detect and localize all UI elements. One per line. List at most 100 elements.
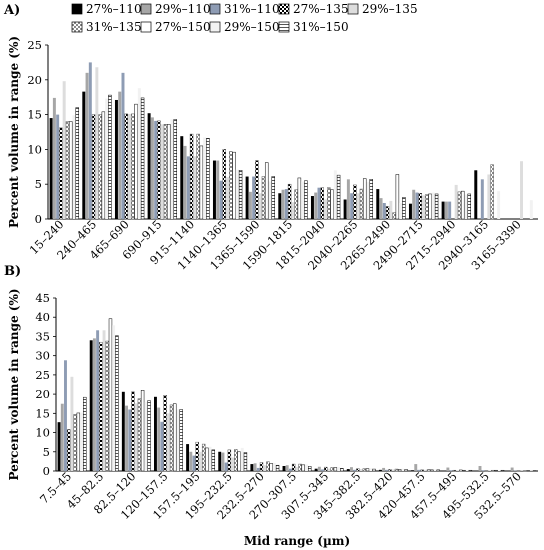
bar <box>196 133 200 220</box>
y-tick-label: 30 <box>35 349 50 363</box>
bar <box>444 201 448 219</box>
legend-item: 29%–110 <box>140 2 211 16</box>
bar <box>166 124 171 220</box>
bar <box>327 187 331 220</box>
bar <box>285 465 289 471</box>
y-tick-label: 10 <box>35 426 50 440</box>
y-tick-label: 25 <box>27 38 42 52</box>
bar <box>67 429 71 472</box>
bar <box>327 468 331 471</box>
bar <box>365 468 370 472</box>
y-tick-label: 0 <box>43 464 50 478</box>
bar <box>222 149 226 220</box>
legend-label: 29%–110 <box>155 2 211 16</box>
bar <box>480 179 484 219</box>
bar <box>385 469 389 471</box>
bar <box>62 81 66 219</box>
legend-label: 31%–135 <box>86 20 142 34</box>
bar <box>456 470 459 471</box>
bar <box>382 202 386 219</box>
bar <box>343 199 347 219</box>
bar <box>314 468 318 471</box>
legend-swatch <box>209 21 221 33</box>
bar <box>258 193 262 219</box>
bar <box>219 180 223 219</box>
bar <box>88 62 92 220</box>
bar <box>454 184 458 219</box>
bar <box>137 398 142 472</box>
bar <box>379 198 383 219</box>
bar <box>128 113 131 219</box>
bar <box>275 464 280 472</box>
bar <box>203 137 207 219</box>
bar <box>310 196 314 219</box>
bar <box>324 466 328 472</box>
bar <box>452 469 457 472</box>
bar <box>173 119 177 220</box>
legend-label: 31%–110 <box>224 2 280 16</box>
legend-swatch <box>209 3 221 15</box>
bar <box>234 449 238 472</box>
y-tick-label: 5 <box>43 445 50 459</box>
bar <box>131 391 135 472</box>
bar <box>366 182 370 219</box>
bar <box>250 464 254 471</box>
bar <box>65 121 70 220</box>
bar <box>154 120 158 219</box>
bar <box>227 449 232 472</box>
bar <box>465 469 469 471</box>
bar <box>163 395 167 472</box>
bar <box>433 469 437 471</box>
bar <box>369 468 373 471</box>
bar <box>281 189 285 219</box>
bar <box>266 461 270 472</box>
bar <box>494 469 498 472</box>
bar <box>186 444 190 471</box>
legend-swatch <box>71 3 83 15</box>
bar <box>108 94 112 220</box>
bar <box>378 469 382 471</box>
bar <box>284 189 288 219</box>
bar <box>70 376 74 471</box>
legend-item: 27%–150 <box>140 20 211 34</box>
bar <box>255 160 259 220</box>
bar <box>359 469 363 471</box>
bar <box>385 206 390 220</box>
bar <box>198 451 202 471</box>
bar <box>446 467 450 471</box>
legend-label: 27%–150 <box>155 20 211 34</box>
bar <box>199 145 204 220</box>
bar <box>353 469 357 471</box>
bar <box>124 113 128 220</box>
bar <box>282 466 286 471</box>
bar <box>510 467 514 471</box>
bar <box>412 189 416 219</box>
bar <box>248 191 252 219</box>
bar <box>201 443 206 472</box>
bar <box>460 190 465 220</box>
bar <box>147 113 151 219</box>
bar <box>221 452 225 471</box>
bar <box>399 202 403 219</box>
bar <box>166 413 170 471</box>
bar <box>382 467 386 471</box>
bar <box>115 335 119 472</box>
bar <box>417 469 421 471</box>
bar <box>271 176 275 220</box>
bar <box>389 200 393 219</box>
bar <box>206 138 210 220</box>
bar <box>369 179 373 220</box>
bar <box>487 174 491 219</box>
bar <box>436 469 440 472</box>
bar <box>297 177 302 220</box>
bar <box>189 133 194 220</box>
bar <box>102 330 106 471</box>
panel-b-label: B) <box>4 264 21 279</box>
bar <box>269 463 273 472</box>
bar <box>388 469 392 472</box>
bar <box>467 193 471 220</box>
bar <box>431 192 435 219</box>
bar <box>121 391 125 471</box>
